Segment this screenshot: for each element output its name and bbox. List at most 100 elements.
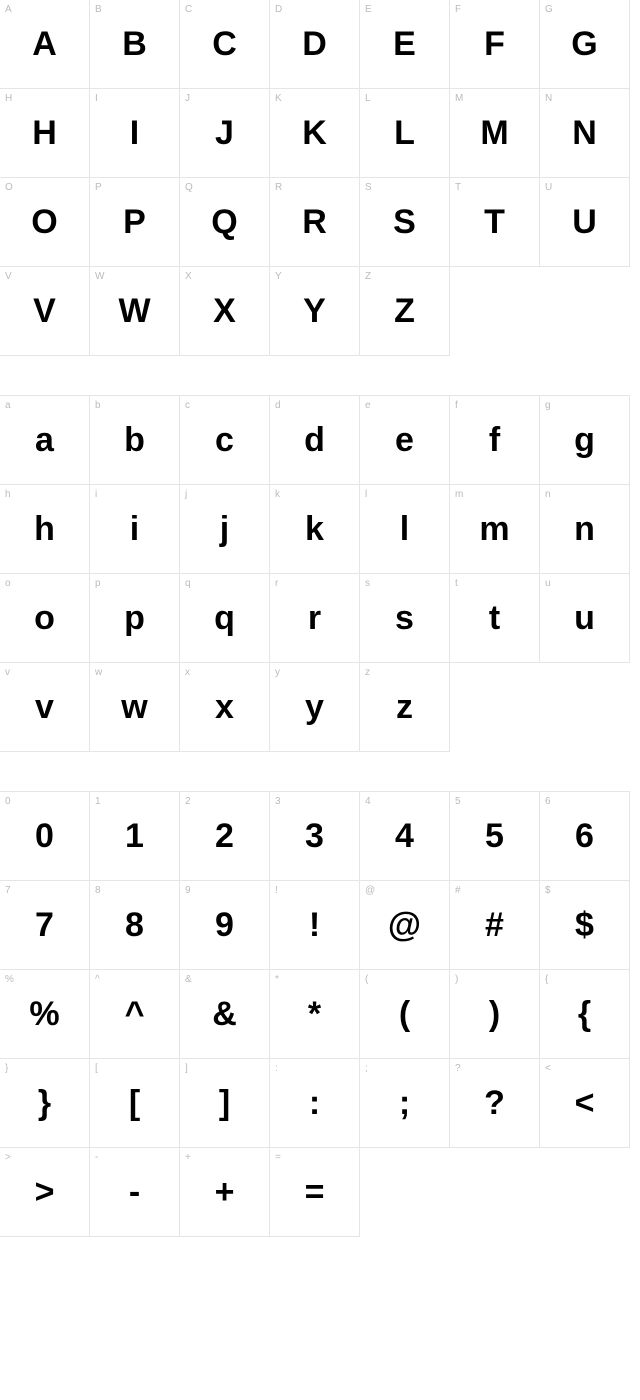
glyph-character: f (489, 423, 500, 457)
glyph-character: u (574, 601, 595, 635)
glyph-cell: ++ (179, 1147, 270, 1237)
glyph-character: 8 (125, 908, 144, 942)
glyph-label: G (545, 4, 634, 15)
glyph-label: y (275, 667, 364, 678)
glyph-label: H (5, 93, 94, 104)
glyph-cell: ^^ (89, 969, 180, 1059)
glyph-character: x (215, 690, 234, 724)
glyph-cell: mm (449, 484, 540, 574)
glyph-label: Z (365, 271, 454, 282)
glyph-character: q (214, 601, 235, 635)
glyph-cell: %% (0, 969, 90, 1059)
glyph-cell: SS (359, 177, 450, 267)
glyph-cell: XX (179, 266, 270, 356)
glyph-section-uppercase: AABBCCDDEEFFGGHHIIJJKKLLMMNNOOPPQQRRSSTT… (0, 0, 640, 356)
glyph-grid: AABBCCDDEEFFGGHHIIJJKKLLMMNNOOPPQQRRSSTT… (0, 0, 640, 356)
glyph-label: > (5, 1152, 94, 1163)
glyph-label: 0 (5, 796, 94, 807)
glyph-character: V (33, 294, 56, 328)
glyph-character: 4 (395, 819, 414, 853)
glyph-label: U (545, 182, 634, 193)
glyph-label: R (275, 182, 364, 193)
glyph-cell: pp (89, 573, 180, 663)
glyph-cell: ii (89, 484, 180, 574)
glyph-cell: ** (269, 969, 360, 1059)
glyph-cell: 44 (359, 791, 450, 881)
glyph-label: # (455, 885, 544, 896)
glyph-label: E (365, 4, 454, 15)
glyph-cell: && (179, 969, 270, 1059)
glyph-character: 1 (125, 819, 144, 853)
glyph-cell: ]] (179, 1058, 270, 1148)
glyph-cell: oo (0, 573, 90, 663)
glyph-label: g (545, 400, 634, 411)
glyph-cell: hh (0, 484, 90, 574)
glyph-cell: ?? (449, 1058, 540, 1148)
glyph-character: S (393, 205, 416, 239)
glyph-cell: @@ (359, 880, 450, 970)
glyph-cell: 99 (179, 880, 270, 970)
glyph-label: } (5, 1063, 94, 1074)
glyph-label: ? (455, 1063, 544, 1074)
glyph-character: { (578, 997, 591, 1031)
glyph-cell: TT (449, 177, 540, 267)
glyph-label: A (5, 4, 94, 15)
glyph-character: ( (399, 997, 410, 1031)
glyph-character: F (484, 27, 505, 61)
glyph-label: P (95, 182, 184, 193)
glyph-label: o (5, 578, 94, 589)
glyph-cell: QQ (179, 177, 270, 267)
glyph-label: z (365, 667, 454, 678)
glyph-character: p (124, 601, 145, 635)
glyph-character: d (304, 423, 325, 457)
glyph-character: # (485, 908, 504, 942)
glyph-cell: [[ (89, 1058, 180, 1148)
glyph-cell: )) (449, 969, 540, 1059)
glyph-label: I (95, 93, 184, 104)
glyph-character: R (302, 205, 327, 239)
glyph-label: 9 (185, 885, 274, 896)
glyph-label: v (5, 667, 94, 678)
glyph-label: O (5, 182, 94, 193)
glyph-character: k (305, 512, 324, 546)
glyph-label: p (95, 578, 184, 589)
glyph-cell: CC (179, 0, 270, 89)
glyph-label: @ (365, 885, 454, 896)
glyph-character: r (308, 601, 321, 635)
glyph-cell: UU (539, 177, 630, 267)
glyph-cell: bb (89, 395, 180, 485)
glyph-label: k (275, 489, 364, 500)
glyph-character: X (213, 294, 236, 328)
glyph-cell: ll (359, 484, 450, 574)
glyph-label: ^ (95, 974, 184, 985)
glyph-character: v (35, 690, 54, 724)
glyph-character: G (571, 27, 597, 61)
glyph-character: Z (394, 294, 415, 328)
glyph-cell: NN (539, 88, 630, 178)
glyph-character: 3 (305, 819, 324, 853)
glyph-cell: -- (89, 1147, 180, 1237)
glyph-label: W (95, 271, 184, 282)
glyph-label: C (185, 4, 274, 15)
glyph-cell: qq (179, 573, 270, 663)
glyph-character: < (575, 1086, 595, 1120)
glyph-character: l (400, 512, 409, 546)
glyph-cell: WW (89, 266, 180, 356)
glyph-cell: yy (269, 662, 360, 752)
glyph-character: I (130, 116, 139, 150)
glyph-character: 6 (575, 819, 594, 853)
glyph-label: M (455, 93, 544, 104)
glyph-label: x (185, 667, 274, 678)
glyph-cell: jj (179, 484, 270, 574)
glyph-label: c (185, 400, 274, 411)
glyph-cell: << (539, 1058, 630, 1148)
glyph-cell: gg (539, 395, 630, 485)
glyph-label: Q (185, 182, 274, 193)
glyph-cell: vv (0, 662, 90, 752)
glyph-cell: !! (269, 880, 360, 970)
glyph-cell: PP (89, 177, 180, 267)
glyph-cell: 11 (89, 791, 180, 881)
glyph-character: K (302, 116, 327, 150)
glyph-label: l (365, 489, 454, 500)
glyph-label: = (275, 1152, 364, 1163)
